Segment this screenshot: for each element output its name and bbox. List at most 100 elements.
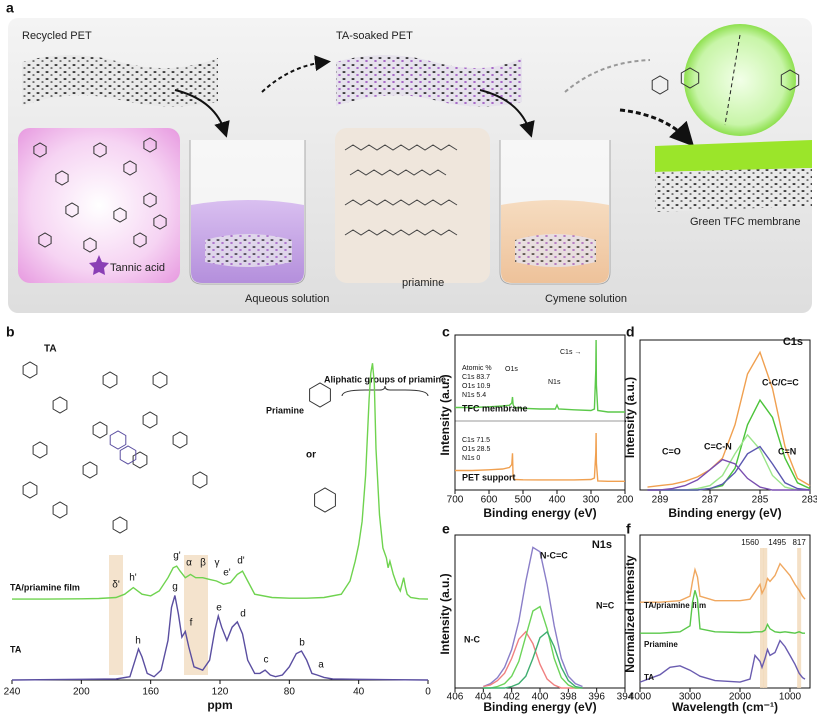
spectrum-line [12, 363, 429, 600]
x-axis-label: ppm [207, 698, 232, 712]
molecule-ring [119, 445, 137, 465]
marker-label: 1560 [741, 538, 759, 547]
series-label: TA/priamine film [10, 582, 80, 592]
x-tick-label: 200 [617, 495, 634, 506]
molecule-ring [651, 75, 669, 95]
molecule-ring [102, 371, 118, 389]
molecule-ring [153, 214, 167, 230]
annotation: C1s → [560, 349, 581, 356]
x-axis-label: Binding energy (eV) [483, 506, 596, 520]
x-tick-label: 404 [475, 692, 492, 703]
peak-label: e [216, 603, 222, 614]
molecule-ring [93, 142, 107, 158]
x-tick-label: 398 [560, 692, 577, 703]
x-tick-label: 394 [617, 692, 634, 703]
molecule-ring [133, 232, 147, 248]
x-tick-label: 289 [652, 495, 669, 506]
x-tick-label: 600 [481, 495, 498, 506]
peak-label: c [264, 655, 269, 666]
molecule-ring [38, 232, 52, 248]
panel-label: e [442, 521, 450, 537]
x-axis-label: Binding energy (eV) [668, 506, 781, 520]
y-axis-label: Intensity (a.u.) [623, 377, 637, 458]
label: Green TFC membrane [690, 216, 800, 228]
spectrum-line [639, 639, 806, 683]
spectrum-line [483, 605, 583, 689]
molecule-ring [109, 430, 127, 450]
label: Aliphatic groups of priamine [324, 374, 446, 384]
x-tick-label: 40 [353, 687, 365, 698]
arrow [261, 55, 331, 93]
x-axis-label: Binding energy (eV) [483, 700, 596, 714]
peak-label: b [299, 638, 305, 649]
molecule-ring [65, 202, 79, 218]
molecule-ring [22, 361, 38, 379]
molecule-ring [142, 411, 158, 429]
label: TA-soaked PET [336, 30, 413, 42]
tannic-box [18, 128, 180, 283]
spectrum-line [483, 630, 583, 689]
x-tick-label: 396 [588, 692, 605, 703]
molecule-ring [309, 382, 331, 408]
annotation: C1s 71.5 [462, 437, 490, 444]
series-label: Priamine [644, 640, 678, 649]
marker-band [797, 548, 802, 688]
priamine-box [335, 128, 490, 283]
annotation: N1s [548, 379, 561, 386]
label: or [306, 450, 316, 461]
molecule-ring [32, 441, 48, 459]
molecule-ring [172, 431, 188, 449]
panel-label: d [626, 324, 635, 340]
spectrum-line [647, 445, 811, 491]
x-tick-label: 0 [425, 687, 431, 698]
molecule-ring [83, 237, 97, 253]
molecule-ring [152, 371, 168, 389]
annotation: O1s 10.9 [462, 383, 491, 390]
label: Tannic acid [110, 262, 165, 274]
peak-label: δ' [112, 580, 120, 591]
series-label: TA [644, 673, 654, 682]
x-tick-label: 200 [73, 687, 90, 698]
plot-frame [639, 534, 811, 689]
arrow [174, 89, 230, 138]
spectrum-line [640, 590, 805, 634]
arrow [619, 108, 695, 147]
alkyl-chain [344, 199, 458, 206]
series-label: N=C [596, 600, 615, 610]
panel-title: C1s [783, 336, 803, 348]
plot-frame [639, 339, 811, 491]
series-label: N-C=C [540, 550, 568, 560]
x-tick-label: 406 [447, 692, 464, 703]
molecule-ring [55, 170, 69, 186]
series-label: C-C/C=C [762, 377, 799, 387]
series-label: C=N [778, 446, 796, 456]
x-tick-label: 402 [503, 692, 520, 703]
pet-in-solution [205, 234, 292, 267]
label: Recycled PET [22, 30, 92, 42]
molecule-ring [192, 471, 208, 489]
x-tick-label: 287 [702, 495, 719, 506]
series-label: TA/priamine film [644, 601, 706, 610]
label: Aqueous solution [245, 293, 329, 305]
x-tick-label: 160 [142, 687, 159, 698]
marker-label: 817 [792, 538, 806, 547]
label: priamine [402, 277, 444, 289]
panel-label: f [626, 521, 631, 537]
x-tick-label: 3000 [679, 692, 702, 703]
spectrum-line [455, 432, 625, 482]
x-tick-label: 4000 [629, 692, 652, 703]
pet-slab [336, 55, 522, 107]
peak-label: β [200, 558, 206, 569]
arrow [564, 59, 651, 93]
zoom-circle [684, 24, 796, 136]
peak-label: a [318, 660, 324, 671]
marker-label: 1495 [768, 538, 786, 547]
spectrum-line [647, 350, 811, 488]
molecule-ring [132, 451, 148, 469]
x-tick-label: 1000 [779, 692, 802, 703]
x-tick-label: 500 [515, 495, 532, 506]
label: Cymene solution [545, 293, 627, 305]
peak-label: d' [237, 556, 245, 567]
series-label: TA [10, 644, 22, 654]
panel-label: b [6, 324, 15, 340]
